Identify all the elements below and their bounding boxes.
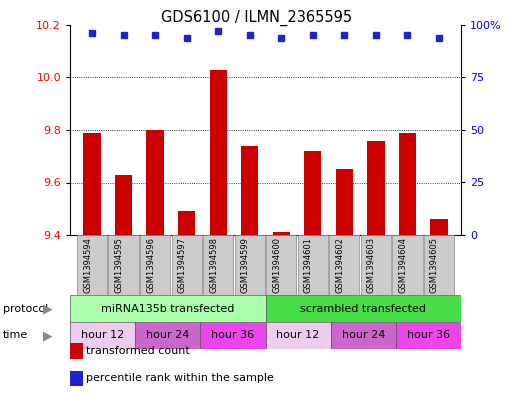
Bar (430, 219, 448, 235)
Text: hour 12: hour 12 (81, 331, 124, 340)
Bar (331, 322, 396, 349)
Text: time: time (3, 331, 28, 340)
Text: hour 36: hour 36 (211, 331, 254, 340)
Text: GSM1394595: GSM1394595 (114, 237, 124, 293)
Bar (77, 235, 107, 295)
Text: percentile rank within the sample: percentile rank within the sample (86, 373, 274, 384)
Bar (304, 151, 322, 235)
Bar (241, 146, 259, 235)
Bar (266, 235, 297, 295)
Text: hour 24: hour 24 (146, 331, 189, 340)
Bar (396, 322, 461, 349)
Text: hour 12: hour 12 (277, 331, 320, 340)
Text: GSM1394603: GSM1394603 (367, 237, 376, 293)
Text: GSM1394604: GSM1394604 (399, 237, 407, 293)
Text: GSM1394594: GSM1394594 (83, 237, 92, 293)
Text: GSM1394601: GSM1394601 (304, 237, 313, 293)
Bar (135, 322, 201, 349)
Text: ▶: ▶ (43, 329, 52, 342)
Bar (178, 211, 195, 235)
Text: GSM1394598: GSM1394598 (209, 237, 218, 293)
Bar (108, 235, 139, 295)
Bar (70, 295, 266, 322)
Bar (171, 235, 202, 295)
Bar (147, 130, 164, 235)
Text: ▶: ▶ (43, 302, 52, 315)
Bar (424, 235, 454, 295)
Text: transformed count: transformed count (86, 346, 190, 356)
Bar (266, 295, 461, 322)
Bar (336, 169, 353, 235)
Text: GDS6100 / ILMN_2365595: GDS6100 / ILMN_2365595 (161, 10, 352, 26)
Bar (266, 322, 331, 349)
Bar (367, 141, 385, 235)
Bar (201, 322, 266, 349)
Bar (140, 235, 170, 295)
Text: GSM1394602: GSM1394602 (336, 237, 344, 293)
Bar (298, 235, 328, 295)
Text: GSM1394599: GSM1394599 (241, 237, 250, 293)
Text: GSM1394597: GSM1394597 (177, 237, 187, 293)
Text: hour 24: hour 24 (342, 331, 385, 340)
Bar (329, 235, 360, 295)
Bar (115, 174, 132, 235)
Bar (272, 232, 290, 235)
Bar (392, 235, 423, 295)
Bar (84, 132, 101, 235)
Bar (209, 70, 227, 235)
Bar (361, 235, 391, 295)
Bar (70, 322, 135, 349)
Text: scrambled transfected: scrambled transfected (300, 303, 426, 314)
Bar (234, 235, 265, 295)
Text: GSM1394600: GSM1394600 (272, 237, 281, 293)
Bar (399, 132, 416, 235)
Text: protocol: protocol (3, 303, 48, 314)
Text: GSM1394596: GSM1394596 (146, 237, 155, 293)
Text: GSM1394605: GSM1394605 (430, 237, 439, 293)
Text: hour 36: hour 36 (407, 331, 450, 340)
Bar (203, 235, 233, 295)
Text: miRNA135b transfected: miRNA135b transfected (101, 303, 234, 314)
